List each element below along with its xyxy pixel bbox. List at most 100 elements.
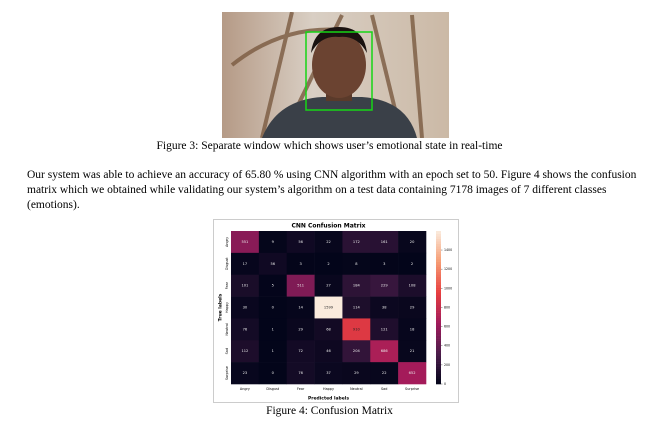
colorbar-segment (436, 361, 441, 364)
colorbar-segment (436, 253, 441, 257)
heatmap-cell (286, 231, 315, 254)
colorbar-segment (436, 368, 441, 372)
heatmap-cell (231, 340, 260, 363)
colorbar-segment (436, 355, 441, 359)
heatmap-cell (314, 231, 343, 254)
cell-label: 29 (354, 371, 359, 375)
heatmap-cell (370, 231, 399, 254)
cell-label: 0 (272, 306, 275, 310)
cell-label: 29 (298, 327, 303, 331)
cell-label: 23 (243, 371, 248, 375)
heatmap-cell (258, 296, 288, 319)
heatmap-cell (231, 274, 260, 297)
figure-caption: Figure 4: Confusion Matrix (266, 405, 393, 417)
heatmap-cell (286, 318, 315, 341)
heatmap-cell (398, 340, 427, 363)
colorbar-segment (436, 327, 441, 331)
colorbar-segment (436, 274, 441, 278)
cell-label: 46 (326, 349, 331, 353)
colorbar-segment (436, 294, 441, 298)
heatmap-cell (314, 340, 343, 363)
x-tick-label: Fear (297, 387, 305, 391)
heatmap-cell (398, 274, 427, 297)
y-tick-label: Surprise (225, 366, 229, 380)
colorbar-segment (436, 320, 441, 324)
colorbar-segment (436, 335, 441, 339)
colorbar-segment (436, 381, 441, 385)
colorbar-segment (436, 284, 441, 288)
cell-label: 204 (353, 349, 361, 353)
colorbar-segment (436, 304, 441, 308)
cell-label: 76 (298, 371, 303, 375)
colorbar-segment (436, 358, 441, 362)
colorbar-tick-label: 1200 (444, 267, 452, 271)
heatmap-cell (258, 318, 288, 341)
cell-label: 21 (410, 349, 415, 353)
cell-label: 2 (327, 262, 329, 266)
colorbar-segment (436, 353, 441, 357)
colorbar-segment (436, 264, 441, 267)
y-axis-label: True labels (218, 293, 224, 321)
heatmap-cell (258, 274, 288, 297)
colorbar-segment (436, 261, 441, 265)
x-tick-label: Disgust (266, 387, 279, 391)
heatmap-cell (370, 274, 399, 297)
colorbar-segment (436, 269, 441, 273)
heatmap-cell (231, 296, 260, 319)
cell-label: 30 (243, 306, 248, 310)
heatmap-cell (314, 296, 343, 319)
colorbar-segment (436, 241, 441, 245)
heatmap-cell (342, 252, 371, 276)
cell-label: 0 (272, 371, 275, 375)
heatmap-cell (342, 362, 371, 385)
colorbar-segment (436, 266, 441, 270)
colorbar-segment (436, 307, 441, 311)
colorbar-segment (436, 259, 441, 262)
cell-label: 108 (409, 284, 417, 288)
heatmap-cell (314, 252, 343, 276)
colorbar-segment (436, 297, 441, 301)
heatmap-cell (231, 362, 260, 385)
x-tick-label: Angry (240, 387, 250, 391)
colorbar-segment (436, 233, 441, 237)
colorbar-segment (436, 251, 441, 255)
heatmap-cell (258, 252, 288, 276)
y-tick-label: Neutral (225, 323, 229, 336)
cell-label: 17 (243, 262, 248, 266)
heatmap-cell (370, 340, 399, 363)
colorbar-segment (436, 246, 441, 250)
heatmap-cell (231, 231, 260, 254)
cell-label: 511 (297, 284, 304, 288)
x-tick-label: Neutral (350, 387, 363, 391)
cell-label: 910 (353, 327, 361, 331)
colorbar-segment (436, 292, 441, 296)
cell-label: 121 (381, 327, 388, 331)
cell-label: 551 (241, 240, 248, 244)
cell-label: 37 (326, 371, 331, 375)
cell-label: 112 (241, 349, 248, 353)
colorbar-segment (436, 231, 441, 234)
colorbar-segment (436, 289, 441, 293)
colorbar-segment (436, 317, 441, 321)
heatmap-cell (370, 296, 399, 319)
cell-label: 9 (272, 240, 275, 244)
colorbar-tick-label: 0 (444, 382, 446, 386)
heatmap-cell (231, 252, 260, 276)
cell-label: 8 (355, 262, 358, 266)
x-tick-label: Surprise (405, 387, 419, 391)
heatmap-cell (398, 318, 427, 341)
colorbar-segment (436, 279, 441, 283)
colorbar-tick-label: 200 (444, 363, 450, 367)
colorbar-segment (436, 276, 441, 280)
heatmap-cell (398, 362, 427, 385)
heatmap-cell (258, 362, 288, 385)
cell-label: 18 (410, 327, 415, 331)
colorbar-segment (436, 338, 441, 341)
cell-label: 114 (353, 306, 361, 310)
colorbar-segment (436, 350, 441, 354)
cell-label: 1 (272, 327, 274, 331)
colorbar-segment (436, 322, 441, 326)
heatmap-cell (398, 252, 427, 276)
heatmap-cell (342, 231, 371, 254)
